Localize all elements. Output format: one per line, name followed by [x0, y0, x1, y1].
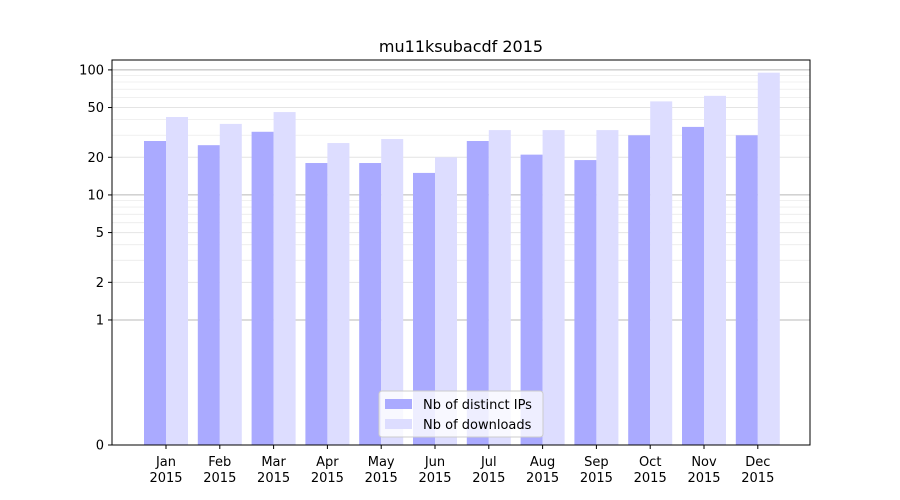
legend-label: Nb of distinct IPs — [423, 398, 532, 413]
bar-distinct-ips — [466, 140, 489, 445]
y-tick-label: 100 — [79, 63, 104, 78]
bar-downloads — [757, 72, 780, 445]
bar-downloads — [488, 130, 511, 445]
chart-title: mu11ksubacdf 2015 — [379, 37, 543, 56]
x-tick-label: Nov 2015 — [687, 455, 720, 486]
legend: Nb of distinct IPs Nb of downloads — [378, 390, 544, 438]
bar-downloads — [273, 112, 296, 445]
bar-distinct-ips — [359, 163, 382, 445]
bar-distinct-ips — [628, 135, 651, 445]
bar-downloads — [166, 117, 188, 445]
legend-box — [378, 390, 544, 438]
x-tick-label: Jan 2015 — [149, 455, 182, 486]
bar-downloads — [704, 95, 726, 446]
bar-distinct-ips — [735, 135, 758, 445]
bar-downloads — [219, 123, 242, 445]
y-tick-label: 10 — [87, 188, 104, 203]
bar-distinct-ips — [682, 126, 704, 446]
x-tick-label: Sep 2015 — [580, 455, 613, 486]
y-axis: 0 1 2 5 10 20 50 100 — [79, 63, 112, 454]
bar-downloads — [327, 143, 350, 445]
x-tick-label: Dec 2015 — [741, 455, 774, 486]
bar-distinct-ips — [574, 160, 597, 445]
x-axis: Jan 2015 Feb 2015 Mar 2015 Apr 2015 May 2015 Jun 20… — [149, 445, 774, 486]
y-tick-label: 0 — [96, 439, 104, 454]
bar-downloads — [650, 101, 673, 445]
plot-frame — [111, 59, 811, 446]
legend-swatch — [385, 419, 412, 429]
y-tick-label: 5 — [96, 226, 104, 241]
x-tick-label: May 2015 — [365, 455, 398, 486]
legend-swatch — [385, 399, 412, 409]
bar-distinct-ips — [144, 140, 166, 445]
x-tick-label: Mar 2015 — [257, 455, 290, 486]
bar-downloads — [542, 130, 565, 445]
bar-distinct-ips — [305, 163, 328, 445]
x-tick-label: Jul 2015 — [472, 455, 505, 486]
bar-distinct-ips — [520, 154, 543, 446]
y-tick-label: 50 — [87, 101, 104, 116]
bar-distinct-ips — [413, 172, 435, 445]
x-tick-label: Oct 2015 — [634, 455, 667, 486]
bar-downloads — [435, 157, 457, 445]
x-tick-label: Feb 2015 — [203, 455, 236, 486]
bar-downloads — [596, 130, 619, 445]
x-tick-label: Apr 2015 — [311, 455, 344, 486]
y-tick-label: 2 — [96, 276, 104, 291]
x-tick-label: Aug 2015 — [526, 455, 559, 486]
legend-label: Nb of downloads — [423, 418, 532, 433]
y-tick-label: 1 — [96, 313, 104, 328]
bars — [144, 72, 780, 446]
bar-distinct-ips — [197, 145, 220, 445]
bar-distinct-ips — [251, 131, 274, 445]
bar-downloads — [381, 139, 404, 445]
y-tick-label: 20 — [87, 151, 104, 166]
x-tick-label: Jun 2015 — [418, 455, 451, 486]
